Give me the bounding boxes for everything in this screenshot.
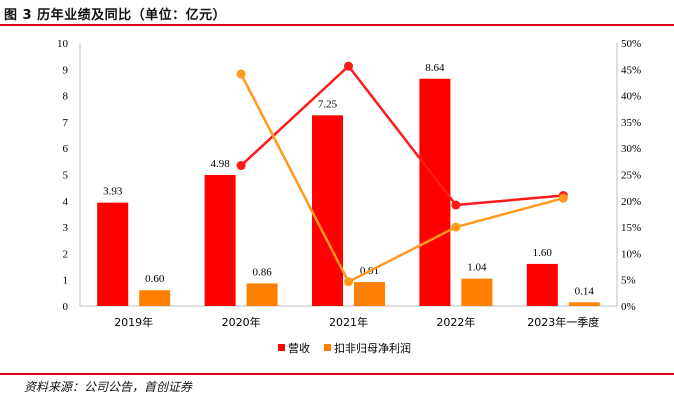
net-profit-yoy-point <box>236 69 246 79</box>
y-left-tick-label: 4 <box>63 196 69 208</box>
net-profit-yoy-point <box>344 277 353 287</box>
source-note: 资料来源：公司公告，首创证券 <box>24 380 193 394</box>
top-divider <box>0 24 674 26</box>
chart-area: 0 1 2 3 4 5 6 7 8 9 10 0% 5% 10% 15% 20% 25% 30% 35% 40% 45%… <box>57 38 641 355</box>
revenue-yoy-point <box>451 200 461 210</box>
x-category-label: 2023年一季度 <box>527 315 599 329</box>
revenue-data-label: 4.98 <box>210 158 230 170</box>
net-profit-data-label: 0.86 <box>252 266 272 278</box>
revenue-bar <box>526 263 558 306</box>
revenue-yoy-line <box>240 64 564 207</box>
y-right-tick-label: 0% <box>621 301 636 313</box>
net-profit-bar <box>354 282 385 306</box>
net-profit-bar <box>139 290 171 306</box>
revenue-yoy-point <box>236 161 246 171</box>
figure-title: 图 3 历年业绩及同比（单位：亿元） <box>4 8 227 23</box>
revenue-bar <box>204 175 236 306</box>
revenue-data-label: 1.60 <box>533 247 553 259</box>
y-right-tick-label: 40% <box>621 91 641 103</box>
y-right-tick-label: 50% <box>621 38 641 50</box>
y-left-tick-label: 1 <box>63 275 69 287</box>
y-left-tick-label: 7 <box>63 117 69 129</box>
y-left-tick-label: 3 <box>63 222 69 234</box>
net-profit-yoy-point <box>558 193 568 203</box>
revenue-data-label: 3.93 <box>103 186 123 198</box>
y-right-tick-label: 20% <box>621 196 641 208</box>
legend-label-revenue: 营收 <box>288 341 310 355</box>
x-category-label: 2019年 <box>114 315 153 329</box>
y-right-tick-label: 5% <box>621 275 636 287</box>
bottom-divider <box>0 373 674 375</box>
y-right-tick-label: 15% <box>621 222 641 234</box>
y-left-tick-label: 6 <box>63 143 69 155</box>
y-right-tick-label: 10% <box>621 248 641 260</box>
revenue-data-label: 8.64 <box>425 62 445 74</box>
y-left-tick-label: 0 <box>63 301 69 313</box>
y-left-tick-label: 2 <box>63 248 69 260</box>
net-profit-bar <box>568 302 600 306</box>
x-category-label: 2021年 <box>329 315 368 329</box>
y-left-tick-label: 8 <box>63 91 69 103</box>
y-right-tick-label: 30% <box>621 143 641 155</box>
y-left-tick-label: 5 <box>63 170 69 182</box>
revenue-bar <box>312 115 343 306</box>
net-profit-yoy-point <box>451 222 461 232</box>
legend-swatch-net-profit <box>324 344 331 351</box>
net-profit-bar <box>461 278 493 306</box>
revenue-bar <box>97 202 129 306</box>
net-profit-data-label: 0.14 <box>575 285 595 297</box>
revenue-yoy-point <box>344 61 353 71</box>
y-left-tick-label: 9 <box>63 64 69 76</box>
y-right-tick-label: 45% <box>621 64 641 76</box>
net-profit-data-label: 1.04 <box>467 262 487 274</box>
x-category-label: 2020年 <box>222 315 261 329</box>
y-right-tick-label: 25% <box>621 170 641 182</box>
y-right-tick-label: 35% <box>621 117 641 129</box>
legend-swatch-revenue <box>278 344 285 351</box>
net-profit-bar <box>246 283 278 306</box>
legend-label-net-profit: 扣非归母净利润 <box>334 341 411 355</box>
x-category-label: 2022年 <box>436 315 475 329</box>
net-profit-data-label: 0.60 <box>145 273 165 285</box>
net-profit-yoy-line <box>239 73 564 284</box>
revenue-data-label: 7.25 <box>318 98 338 110</box>
y-left-tick-label: 10 <box>57 38 69 50</box>
